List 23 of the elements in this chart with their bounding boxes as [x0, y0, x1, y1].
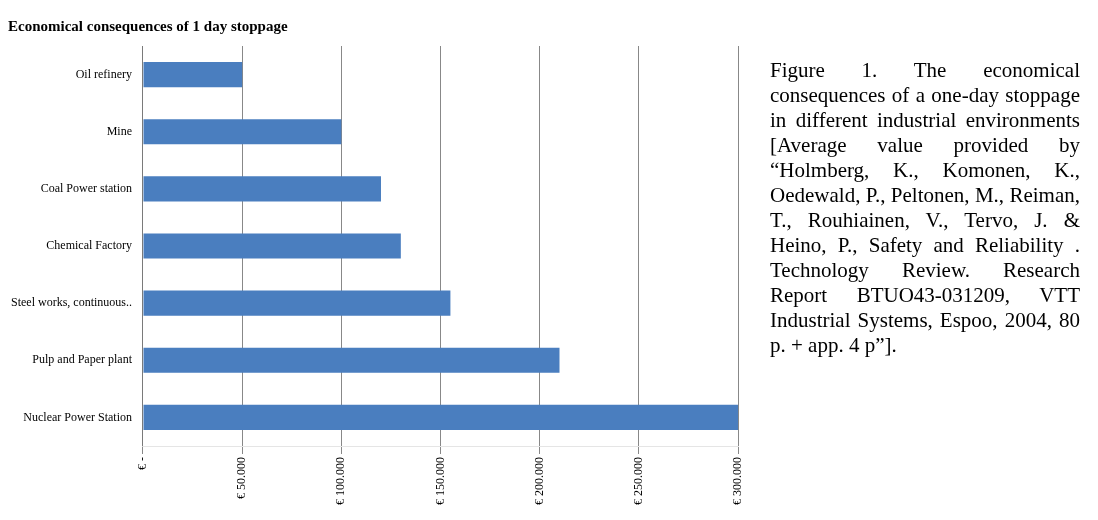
y-tick-label: Steel works, continuous..	[10, 295, 132, 310]
y-tick-label: Oil refinery	[75, 66, 132, 81]
y-tick-label: Pulp and Paper plant	[32, 352, 133, 367]
y-tick-label: Coal Power station	[40, 181, 132, 196]
x-tick-label: € 300.000	[730, 457, 745, 505]
x-tick-label: € 50.000	[234, 457, 249, 499]
x-tick-label: € 200.000	[531, 457, 546, 505]
bar	[143, 347, 560, 373]
bar	[143, 119, 342, 145]
y-tick-label: Mine	[106, 123, 132, 138]
x-tick-label: € 250.000	[630, 457, 645, 505]
x-tick-label: € -	[135, 457, 150, 470]
chart-title: Economical consequences of 1 day stoppage	[8, 17, 288, 34]
x-tick-label: € 100.000	[333, 457, 348, 505]
y-tick-label: Chemical Factory	[46, 238, 132, 253]
bar	[143, 62, 243, 88]
x-tick-label: € 150.000	[432, 457, 447, 505]
bar	[143, 176, 381, 202]
bar	[143, 404, 738, 430]
y-tick-label: Nuclear Power Station	[23, 409, 132, 424]
bar	[143, 290, 451, 316]
text: Figure 1. The economical consequences of a one-day stoppage in different industrial environments [Average value provided by “Holmberg, K., Komonen, K., Oedewald, P., Peltonen, M., Reiman, T., Rouhiainen, V., Tervo, J. & Heino, P., Safety and Reliability . Technology Review. Research Report BTUO43-031209, VTT Industrial Systems, Espoo, 2004, 80 p. + app. 4 p”].	[770, 58, 1080, 357]
bar	[143, 233, 401, 259]
